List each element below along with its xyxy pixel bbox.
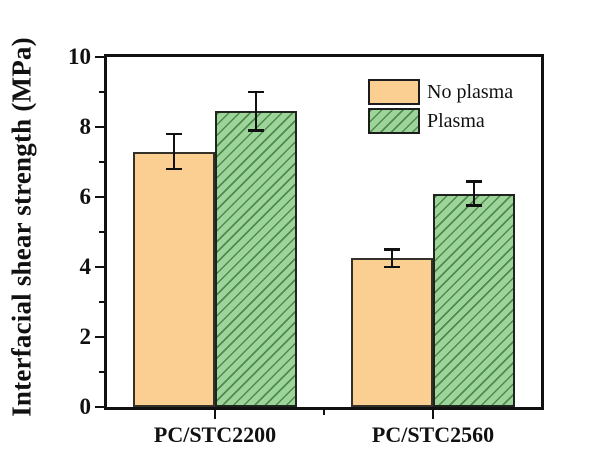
y-minor-tick	[99, 91, 104, 93]
y-minor-tick	[99, 231, 104, 233]
x-major-tick	[431, 410, 435, 419]
legend-swatch-no-plasma	[368, 79, 420, 105]
y-major-tick	[95, 405, 104, 409]
legend-item-plasma: Plasma	[368, 108, 513, 134]
legend-label-no-plasma: No plasma	[427, 81, 514, 103]
error-bar-line-no-plasma-pc-stc2560	[390, 249, 394, 267]
y-tick-label: 2	[79, 324, 92, 349]
error-bar-cap-top	[384, 248, 400, 251]
y-tick-label: 6	[79, 184, 92, 209]
error-bar-cap-top	[466, 179, 482, 183]
y-tick-label: 4	[79, 254, 92, 279]
y-tick-label: 0	[79, 394, 92, 419]
error-bar-line-no-plasma-pc-stc2200	[172, 134, 176, 169]
y-major-tick	[95, 195, 104, 199]
y-minor-tick	[99, 161, 104, 163]
y-major-tick	[95, 55, 104, 59]
legend-swatch-plasma	[368, 108, 420, 134]
y-minor-tick	[99, 301, 104, 303]
y-major-tick	[95, 265, 104, 269]
x-major-tick	[213, 410, 217, 419]
error-bar-line-plasma-pc-stc2560	[472, 181, 476, 206]
error-bar-cap-top	[166, 132, 182, 136]
error-bar-cap-bottom	[384, 265, 400, 269]
y-axis-title: Interfacial shear strength (MPa)	[6, 37, 37, 417]
y-minor-tick	[99, 371, 104, 373]
legend-item-no-plasma: No plasma	[368, 79, 513, 105]
plot-area: 0 2 4 6 8 10 PC/STC2200 PC/STC2560	[68, 44, 544, 447]
error-bar-cap-bottom	[166, 167, 182, 171]
error-bar-cap-top	[248, 90, 264, 94]
error-bar-line-plasma-pc-stc2200	[254, 92, 258, 131]
error-bar-cap-bottom	[248, 129, 264, 132]
bar-no-plasma-pc-stc2200	[133, 151, 215, 407]
x-tick-label-pc-stc2560: PC/STC2560	[371, 422, 495, 447]
x-tick-label-pc-stc2200: PC/STC2200	[153, 422, 277, 447]
x-minor-tick	[323, 410, 325, 415]
y-major-tick	[95, 335, 104, 339]
bar-plasma-pc-stc2200	[215, 111, 297, 407]
bar-plasma-pc-stc2560	[433, 193, 515, 407]
y-tick-label: 10	[68, 44, 91, 69]
error-bar-cap-bottom	[466, 204, 482, 208]
bar-no-plasma-pc-stc2560	[351, 258, 433, 407]
y-tick-label: 8	[79, 114, 92, 139]
legend: No plasma Plasma	[368, 79, 513, 134]
legend-label-plasma: Plasma	[427, 110, 485, 132]
y-major-tick	[95, 125, 104, 129]
